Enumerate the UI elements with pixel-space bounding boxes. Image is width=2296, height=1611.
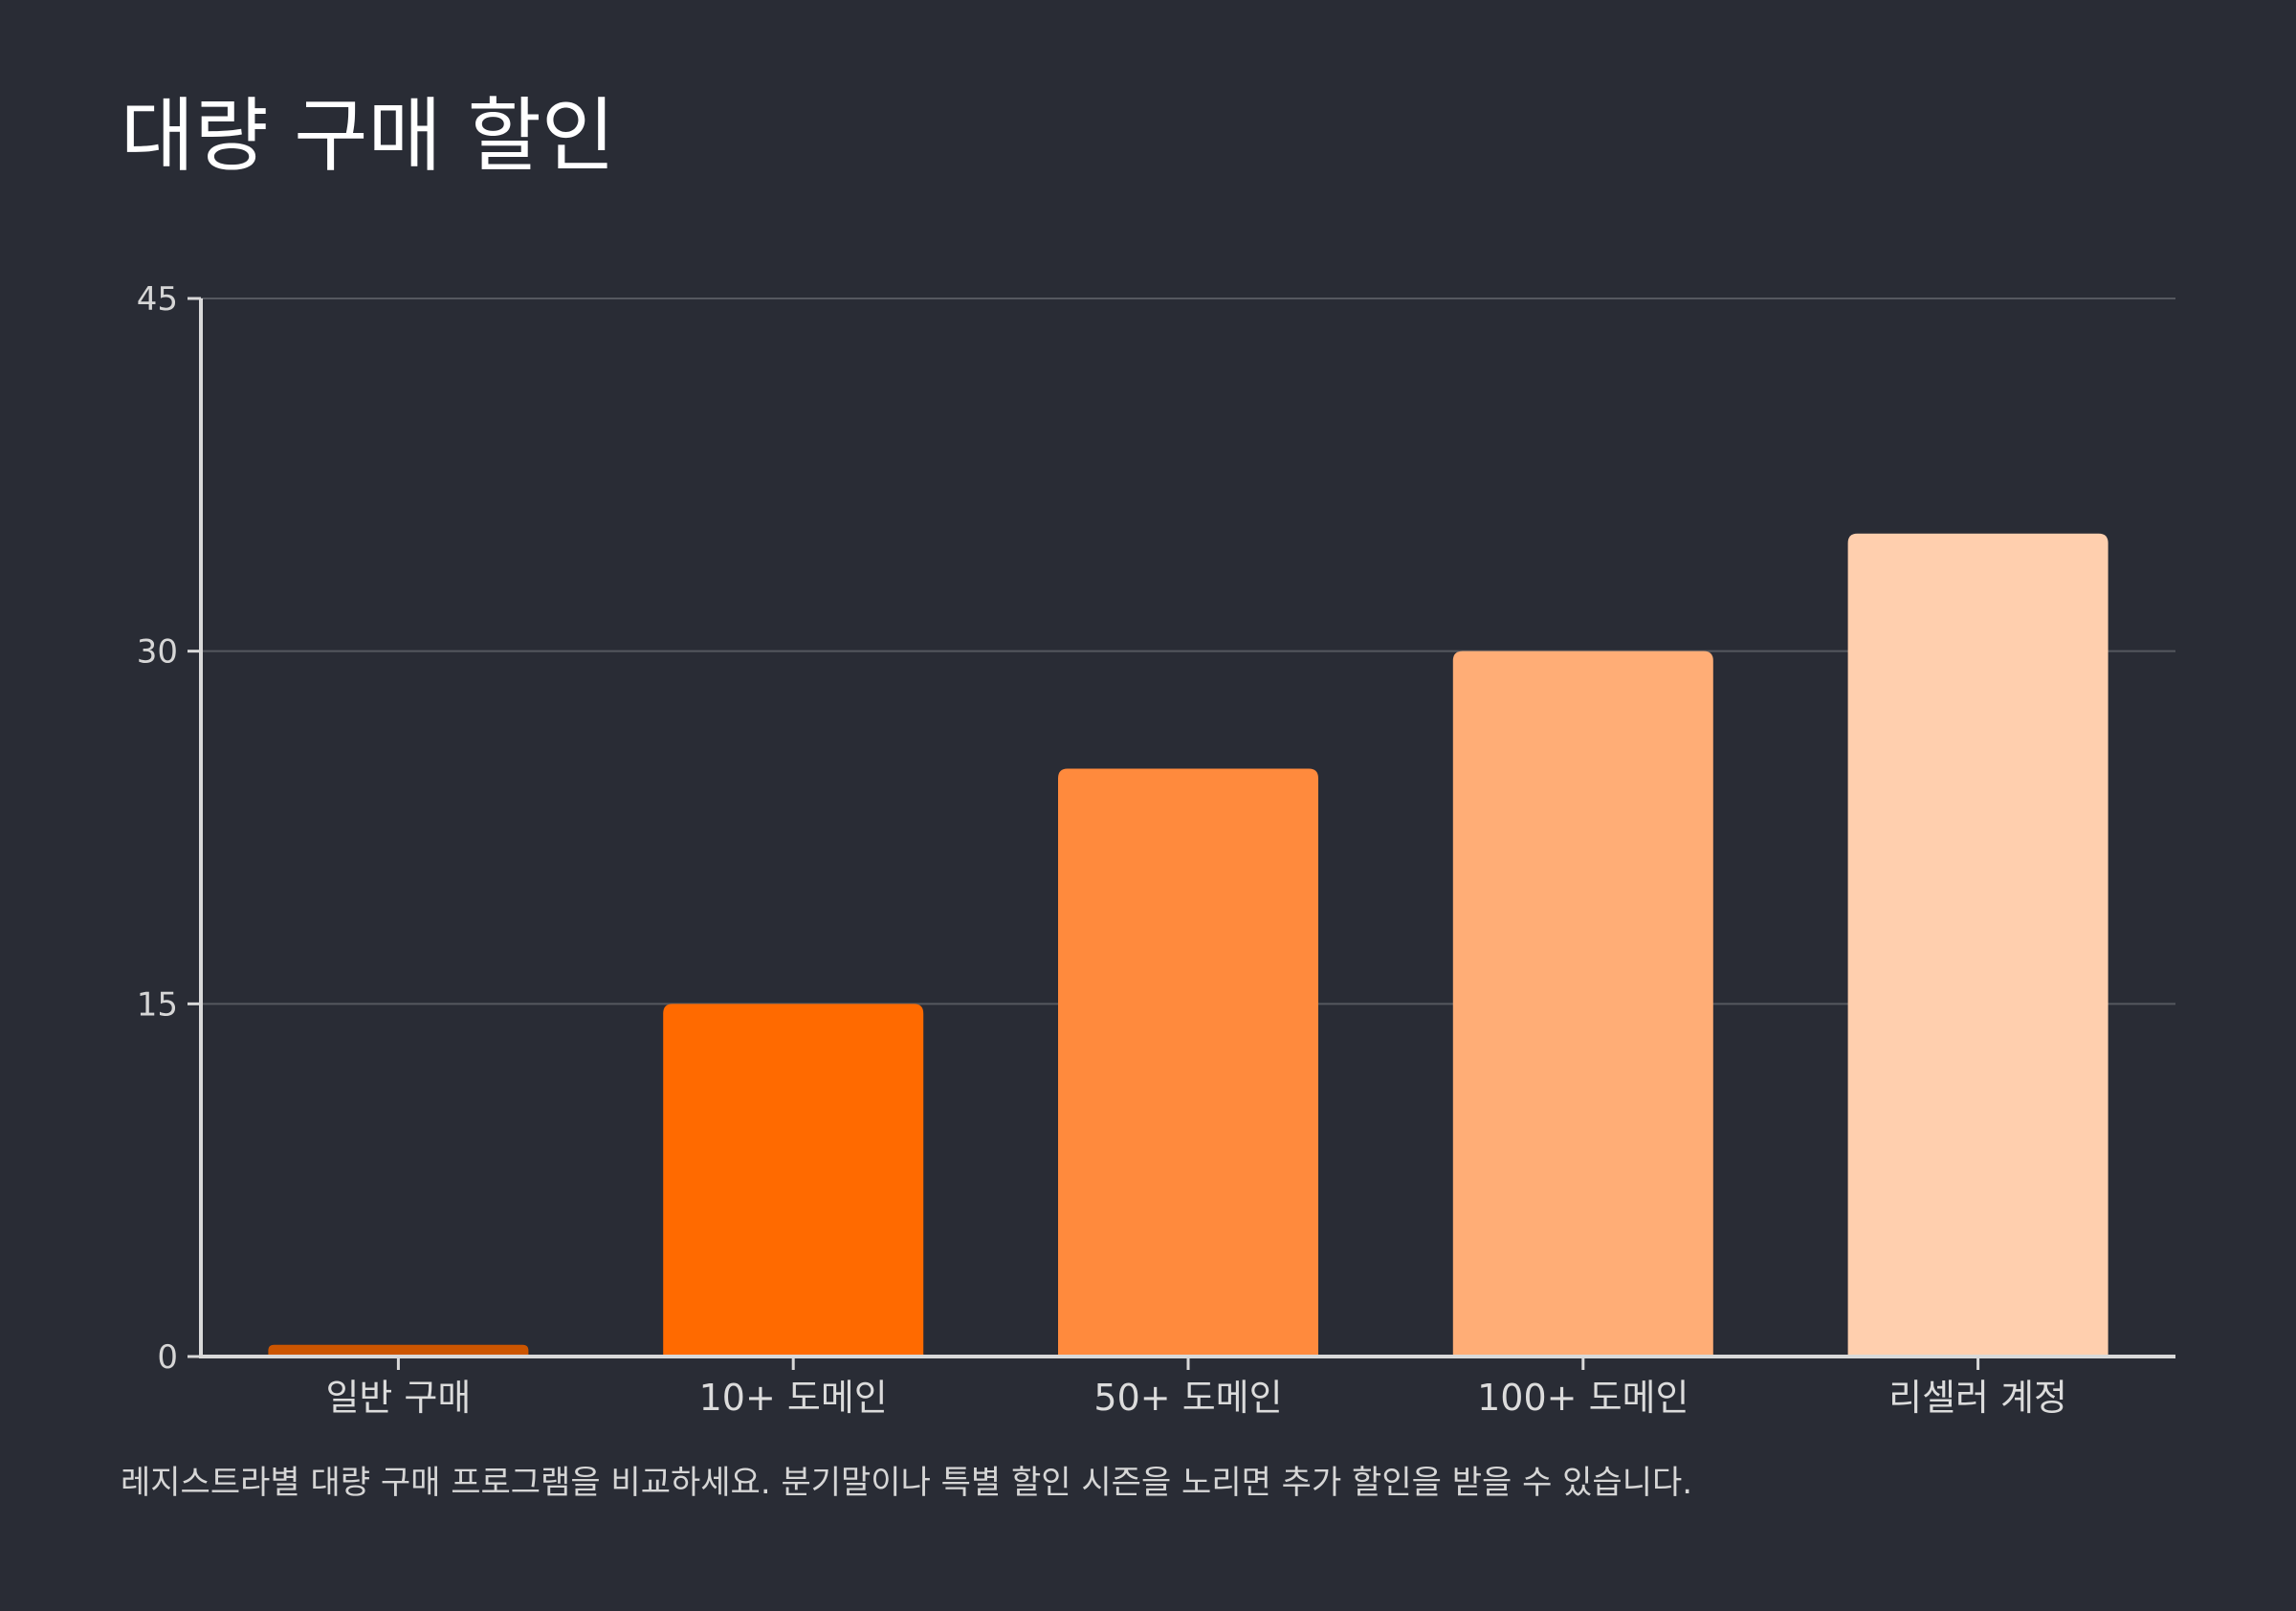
bar-1 xyxy=(268,1344,529,1357)
chart-title: 대량 구매 할인 xyxy=(121,89,616,183)
x-tick-label: 일반 구매 xyxy=(325,1377,471,1419)
y-tick-label: 0 xyxy=(157,1338,178,1377)
bars xyxy=(268,533,2108,1357)
bar-3 xyxy=(1058,768,1318,1357)
x-tick-label: 50+ 도메인 xyxy=(1093,1377,1282,1419)
y-tick-label: 45 xyxy=(137,280,178,319)
chart-caption: 레지스트라별 대량 구매 프로그램을 비교하세요. 분기말이나 특별 할인 시즌… xyxy=(121,1464,1693,1502)
x-tick-label: 10+ 도메인 xyxy=(699,1377,888,1419)
labels: 0 15 30 45 일반 구매 10+ 도메인 50+ 도메인 100+ 도메인 리셀러 계정 xyxy=(137,280,2067,1419)
y-tick-label: 30 xyxy=(137,633,178,672)
bar-2 xyxy=(663,1004,924,1357)
x-tick-label: 100+ 도메인 xyxy=(1477,1377,1689,1419)
axes xyxy=(188,297,2175,1370)
x-tick-label: 리셀러 계정 xyxy=(1888,1377,2067,1419)
bar-4 xyxy=(1452,651,1713,1357)
y-tick-label: 15 xyxy=(137,985,178,1024)
bar-5 xyxy=(1847,533,2108,1357)
